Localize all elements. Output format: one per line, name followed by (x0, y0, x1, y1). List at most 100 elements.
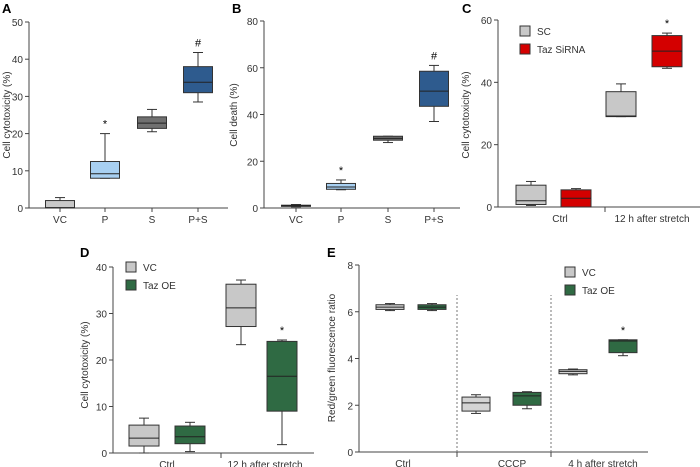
y-axis-label: Cell cytotoxicity (%) (2, 71, 13, 158)
x-tick-label: P (338, 215, 345, 226)
significance-mark: # (431, 50, 438, 62)
y-tick-label: 20 (247, 157, 259, 168)
x-tick-label: VC (53, 215, 67, 226)
box (326, 182, 356, 190)
box-VC-12 h after stretch (225, 279, 257, 346)
significance-mark: * (665, 18, 670, 30)
box-VC-4 h after stretch (558, 368, 588, 376)
y-tick-label: 4 (347, 355, 353, 366)
box-VC-CCCP (461, 394, 491, 414)
y-tick-label: 60 (247, 64, 259, 75)
legend-label: VC (582, 268, 596, 279)
y-tick-label: 0 (347, 448, 353, 459)
legend-swatch (519, 25, 531, 37)
x-tick-label: P+S (188, 215, 208, 226)
box-Taz OE-Ctrl (174, 421, 206, 453)
legend-swatch (519, 43, 531, 55)
box (174, 425, 206, 445)
box (137, 116, 167, 129)
box-Taz OE-12 h after stretch: * (266, 325, 298, 446)
x-tick-label: P+S (424, 215, 444, 226)
legend-label: Taz OE (143, 281, 176, 292)
y-axis-label: Cell cytotoxicity (%) (461, 71, 472, 158)
box (512, 391, 542, 406)
legend-swatch (564, 266, 576, 278)
panel-letter: C (462, 1, 472, 16)
box (608, 339, 638, 354)
y-tick-label: 40 (247, 111, 259, 122)
y-tick-label: 40 (12, 55, 24, 66)
y-tick-label: 30 (96, 310, 108, 321)
y-tick-label: 0 (101, 449, 107, 460)
legend-label: Taz OE (582, 286, 615, 297)
legend-label: Taz SiRNA (537, 45, 586, 56)
y-axis-label: Cell death (%) (229, 83, 240, 146)
panel-C: C 0 20 40 60 Cell cytotoxicity (%) Ctrl 12 h af… (461, 1, 700, 225)
y-tick-label: 80 (247, 17, 259, 28)
panel-letter: B (232, 1, 241, 16)
y-tick-label: 0 (252, 204, 258, 215)
y-tick-label: 6 (347, 308, 353, 319)
y-tick-label: 20 (481, 141, 493, 152)
panel-B: B 0 20 40 60 80 Cell death (%) VC P S P+S * # (229, 1, 460, 226)
box-S (373, 135, 403, 144)
box-VC-Ctrl (375, 303, 405, 312)
y-tick-label: 50 (12, 18, 24, 29)
y-axis-label: Cell cytotoxicity (%) (80, 321, 91, 408)
y-tick-label: 0 (17, 204, 23, 215)
box-Taz OE-Ctrl (417, 303, 447, 312)
y-tick-label: 10 (96, 403, 108, 414)
box-Taz SiRNA-Ctrl (560, 188, 592, 208)
box (605, 91, 637, 118)
x-tick-label: 12 h after stretch (227, 460, 302, 467)
box-Taz SiRNA-12 h after stretch: * (651, 18, 683, 69)
panel-letter: D (80, 245, 89, 260)
box-P+S: # (419, 50, 449, 123)
y-tick-label: 40 (96, 263, 108, 274)
legend: VC Taz OE (564, 266, 615, 297)
legend: VC Taz OE (125, 261, 176, 292)
y-tick-label: 30 (12, 92, 24, 103)
significance-mark: * (280, 325, 285, 337)
x-tick-label: Ctrl (552, 214, 568, 225)
box (183, 66, 213, 94)
box-P: * (90, 119, 120, 179)
box-Taz OE-CCCP (512, 391, 542, 410)
x-tick-label: CCCP (498, 459, 527, 467)
x-tick-label: S (149, 215, 156, 226)
y-tick-label: 0 (486, 203, 492, 214)
box-P: * (326, 165, 356, 191)
box (225, 283, 257, 328)
panel-letter: A (2, 1, 12, 16)
y-tick-label: 60 (481, 16, 493, 27)
box (419, 70, 449, 107)
legend-swatch (564, 284, 576, 296)
box-S (137, 108, 167, 133)
significance-mark: # (195, 38, 202, 50)
legend-swatch (125, 279, 137, 291)
box (45, 200, 75, 209)
y-tick-label: 20 (96, 356, 108, 367)
significance-mark: * (621, 325, 626, 337)
panel-D: D 0 10 20 30 40 Cell cytotoxicity (%) Ctrl 12 h … (80, 245, 314, 467)
panel-E: E 0 2 4 6 8 Red/green fluorescence ratio Ctrl CC… (327, 245, 648, 467)
box-VC-Ctrl (128, 417, 160, 454)
box-Taz OE-4 h after stretch: * (608, 325, 638, 357)
box-SC-12 h after stretch (605, 83, 637, 118)
significance-mark: * (103, 119, 108, 131)
x-tick-label: 4 h after stretch (568, 459, 637, 467)
y-tick-label: 2 (347, 401, 353, 412)
legend-label: VC (143, 263, 157, 274)
y-tick-label: 8 (347, 261, 353, 272)
x-tick-label: 12 h after stretch (614, 214, 689, 225)
box-VC (45, 197, 75, 209)
y-tick-label: 10 (12, 167, 24, 178)
legend-label: SC (537, 27, 551, 38)
y-tick-label: 40 (481, 78, 493, 89)
y-tick-label: 20 (12, 130, 24, 141)
box-P+S: # (183, 38, 213, 103)
box (90, 161, 120, 179)
box (128, 424, 160, 447)
x-tick-label: P (102, 215, 109, 226)
